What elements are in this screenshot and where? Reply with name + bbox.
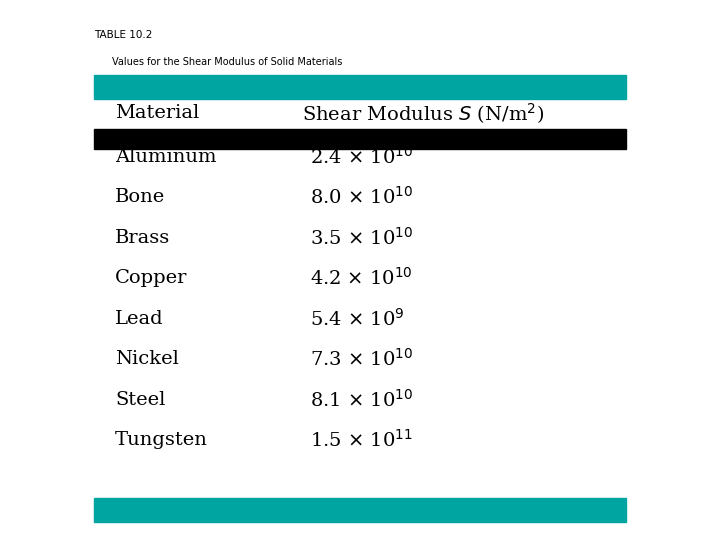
Text: Steel: Steel [115, 390, 166, 409]
Text: Tungsten: Tungsten [115, 431, 208, 449]
Text: Copper: Copper [115, 269, 188, 287]
Text: Brass: Brass [115, 228, 171, 247]
Text: 4.2 $\times$ 10$^{10}$: 4.2 $\times$ 10$^{10}$ [310, 267, 413, 289]
Text: Nickel: Nickel [115, 350, 179, 368]
Text: 8.0 $\times$ 10$^{10}$: 8.0 $\times$ 10$^{10}$ [310, 186, 413, 208]
Text: TABLE 10.2: TABLE 10.2 [94, 30, 152, 40]
Text: 7.3 $\times$ 10$^{10}$: 7.3 $\times$ 10$^{10}$ [310, 348, 413, 370]
Text: Shear Modulus $\mathit{S}$ (N/m$^2$): Shear Modulus $\mathit{S}$ (N/m$^2$) [302, 101, 544, 126]
Text: Aluminum: Aluminum [115, 147, 217, 166]
Text: 1.5 $\times$ 10$^{11}$: 1.5 $\times$ 10$^{11}$ [310, 429, 413, 451]
Text: Values for the Shear Modulus of Solid Materials: Values for the Shear Modulus of Solid Ma… [112, 57, 342, 67]
Text: Bone: Bone [115, 188, 166, 206]
Text: 8.1 $\times$ 10$^{10}$: 8.1 $\times$ 10$^{10}$ [310, 389, 413, 410]
Text: Material: Material [115, 104, 199, 123]
Text: 5.4 $\times$ 10$^{9}$: 5.4 $\times$ 10$^{9}$ [310, 308, 404, 329]
Bar [94, 498, 626, 522]
Text: 3.5 $\times$ 10$^{10}$: 3.5 $\times$ 10$^{10}$ [310, 227, 413, 248]
Bar [94, 129, 626, 149]
Text: 2.4 $\times$ 10$^{10}$: 2.4 $\times$ 10$^{10}$ [310, 146, 413, 167]
Bar [94, 75, 626, 99]
Text: Lead: Lead [115, 309, 164, 328]
